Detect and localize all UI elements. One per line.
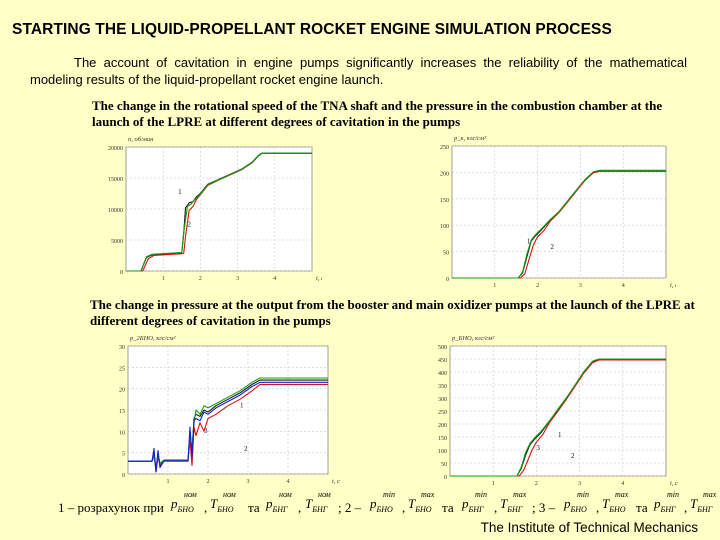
legend-symbol: TБНО max: [602, 490, 629, 514]
y-tick-label: 0: [122, 473, 125, 479]
annotation-label: 1: [558, 431, 562, 439]
x-tick-label: 2: [207, 479, 210, 485]
y-axis-label: p_БНО, кгс/см²: [451, 335, 495, 342]
chart-booster-pump-pressure: 0 5 10 15 20 25 30 1 2 3 4 p_2БНО, кгс/см² t, c 1 2 3: [100, 326, 356, 490]
y-tick-label: 500: [438, 345, 447, 351]
y-axis-label: n, об/мин: [128, 136, 153, 143]
chart-main-pump-pressure: 0 50 100 150 200 250 300 350 400 450 500 1 2 3 4 p_БНО,…: [420, 328, 678, 496]
x-tick-label: 3: [236, 276, 239, 282]
y-tick-label: 350: [438, 384, 447, 390]
y-tick-label: 5: [122, 452, 125, 458]
y-tick-label: 25: [119, 366, 125, 372]
x-tick-label: 2: [536, 283, 539, 289]
x-tick-label: 3: [247, 479, 250, 485]
x-tick-label: 1: [167, 479, 170, 485]
x-axis-label: t, c: [332, 478, 340, 485]
legend-symbol: pБНО min: [564, 490, 589, 514]
legend-item-2: ; 2 –: [338, 500, 362, 515]
caption-bottom: The change in pressure at the output fro…: [90, 297, 695, 328]
series-line-3: [126, 152, 312, 272]
y-tick-label: 450: [438, 358, 447, 364]
legend-symbol: pБНО min: [370, 490, 395, 514]
legend-symbol: TБНГ max: [500, 490, 527, 514]
annotation-label: 1: [527, 238, 531, 246]
y-tick-label: 15000: [108, 177, 123, 183]
y-tick-label: 20000: [108, 146, 123, 152]
x-axis-label: t, c: [316, 275, 322, 282]
legend-symbol: pБНГ min: [654, 490, 679, 514]
y-tick-label: 150: [440, 198, 449, 204]
y-tick-label: 15: [119, 409, 125, 415]
annotation-label: 1: [178, 188, 182, 196]
annotation-label: 2: [550, 243, 554, 251]
chart-shaft-speed: 0 5000 10000 15000 20000 1 2 3 4 n, об/мин t, c 1 2: [92, 127, 322, 289]
x-tick-label: 4: [273, 276, 276, 282]
x-tick-label: 4: [621, 481, 624, 487]
x-axis-label: t, c: [670, 282, 676, 289]
slide-title: STARTING THE LIQUID-PROPELLANT ROCKET EN…: [12, 21, 612, 38]
annotation-label: 3: [204, 427, 208, 435]
y-tick-label: 0: [120, 270, 123, 276]
annotation-label: 2: [571, 452, 575, 460]
series-line-2: [452, 170, 666, 279]
y-tick-label: 300: [438, 397, 447, 403]
legend: 1 – розрахунок при pБНО ном , TБНО ном та …: [58, 490, 717, 515]
x-tick-label: 2: [535, 481, 538, 487]
x-tick-label: 1: [493, 283, 496, 289]
y-tick-label: 10000: [108, 208, 123, 214]
annotation-label: 2: [244, 445, 248, 453]
x-axis-label: t, c: [670, 480, 678, 487]
y-axis-label: p_к, кгс/см²: [453, 135, 487, 142]
x-tick-label: 4: [622, 283, 625, 289]
y-tick-label: 10: [119, 430, 125, 436]
x-tick-label: 1: [492, 481, 495, 487]
y-tick-label: 50: [441, 462, 447, 468]
y-tick-label: 200: [440, 171, 449, 177]
annotation-label: 2: [187, 220, 191, 228]
y-tick-label: 250: [438, 410, 447, 416]
y-tick-label: 30: [119, 345, 125, 351]
legend-symbol: pБНГ ном: [266, 490, 292, 514]
legend-symbol: TБНО max: [408, 490, 435, 514]
legend-symbol: TБНО ном: [210, 490, 236, 514]
annotation-label: 1: [240, 401, 244, 409]
series-line-3: [452, 169, 666, 279]
legend-symbol: pБНО ном: [171, 490, 197, 514]
legend-symbol: pБНГ min: [462, 490, 487, 514]
x-tick-label: 2: [199, 276, 202, 282]
legend-symbol: TБНГ max: [690, 490, 717, 514]
caption-top: The change in the rotational speed of th…: [92, 98, 663, 129]
y-tick-label: 200: [438, 423, 447, 429]
y-tick-label: 250: [440, 145, 449, 151]
y-tick-label: 50: [443, 251, 449, 257]
x-tick-label: 3: [579, 283, 582, 289]
x-tick-label: 1: [162, 276, 165, 282]
legend-item-3: ; 3 –: [532, 500, 556, 515]
series-line-3: [450, 358, 666, 477]
x-tick-label: 3: [578, 481, 581, 487]
intro-paragraph: The account of cavitation in engine pump…: [30, 55, 687, 87]
y-tick-label: 100: [440, 224, 449, 230]
y-tick-label: 5000: [111, 239, 123, 245]
x-tick-label: 4: [287, 479, 290, 485]
annotation-label: 3: [536, 444, 540, 452]
y-axis-label: p_2БНО, кгс/см²: [129, 335, 177, 342]
legend-symbol: TБНГ ном: [305, 490, 331, 514]
y-tick-label: 20: [119, 388, 125, 394]
legend-item-1: 1 – розрахунок при: [58, 500, 164, 515]
series-line-2: [450, 359, 666, 477]
chart-chamber-pressure: 0 50 100 150 200 250 1 2 3 4 p_к, кгс/см² t, c 1 2: [422, 126, 676, 296]
y-tick-label: 400: [438, 371, 447, 377]
y-tick-label: 0: [444, 475, 447, 481]
footer-institute: The Institute of Technical Mechanics: [480, 520, 698, 535]
y-tick-label: 0: [446, 277, 449, 283]
series-line-4: [128, 381, 328, 473]
y-tick-label: 150: [438, 436, 447, 442]
y-tick-label: 100: [438, 449, 447, 455]
